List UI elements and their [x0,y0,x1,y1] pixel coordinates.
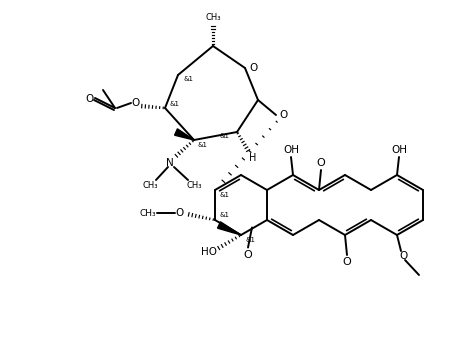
Text: O: O [244,249,252,260]
Text: CH₃: CH₃ [140,209,156,217]
Text: O: O [343,257,351,267]
Text: HO: HO [201,247,217,257]
Text: O: O [316,158,325,168]
Text: &1: &1 [219,192,229,198]
Text: O: O [249,63,257,73]
Text: &1: &1 [219,212,229,218]
Text: N: N [166,158,174,168]
Polygon shape [218,222,241,235]
Polygon shape [174,129,194,140]
Text: CH₃: CH₃ [205,13,221,23]
Text: &1: &1 [198,142,208,148]
Text: H: H [249,153,256,163]
Text: CH₃: CH₃ [142,180,158,189]
Text: &1: &1 [245,237,255,243]
Text: O: O [86,94,94,104]
Text: OH: OH [391,145,407,155]
Text: &1: &1 [220,133,230,139]
Text: O: O [399,251,407,261]
Text: O: O [279,110,287,120]
Text: &1: &1 [183,76,193,82]
Text: &1: &1 [170,101,180,107]
Text: CH₃: CH₃ [186,180,202,189]
Text: O: O [176,208,184,218]
Text: O: O [131,98,139,108]
Text: OH: OH [283,145,299,155]
